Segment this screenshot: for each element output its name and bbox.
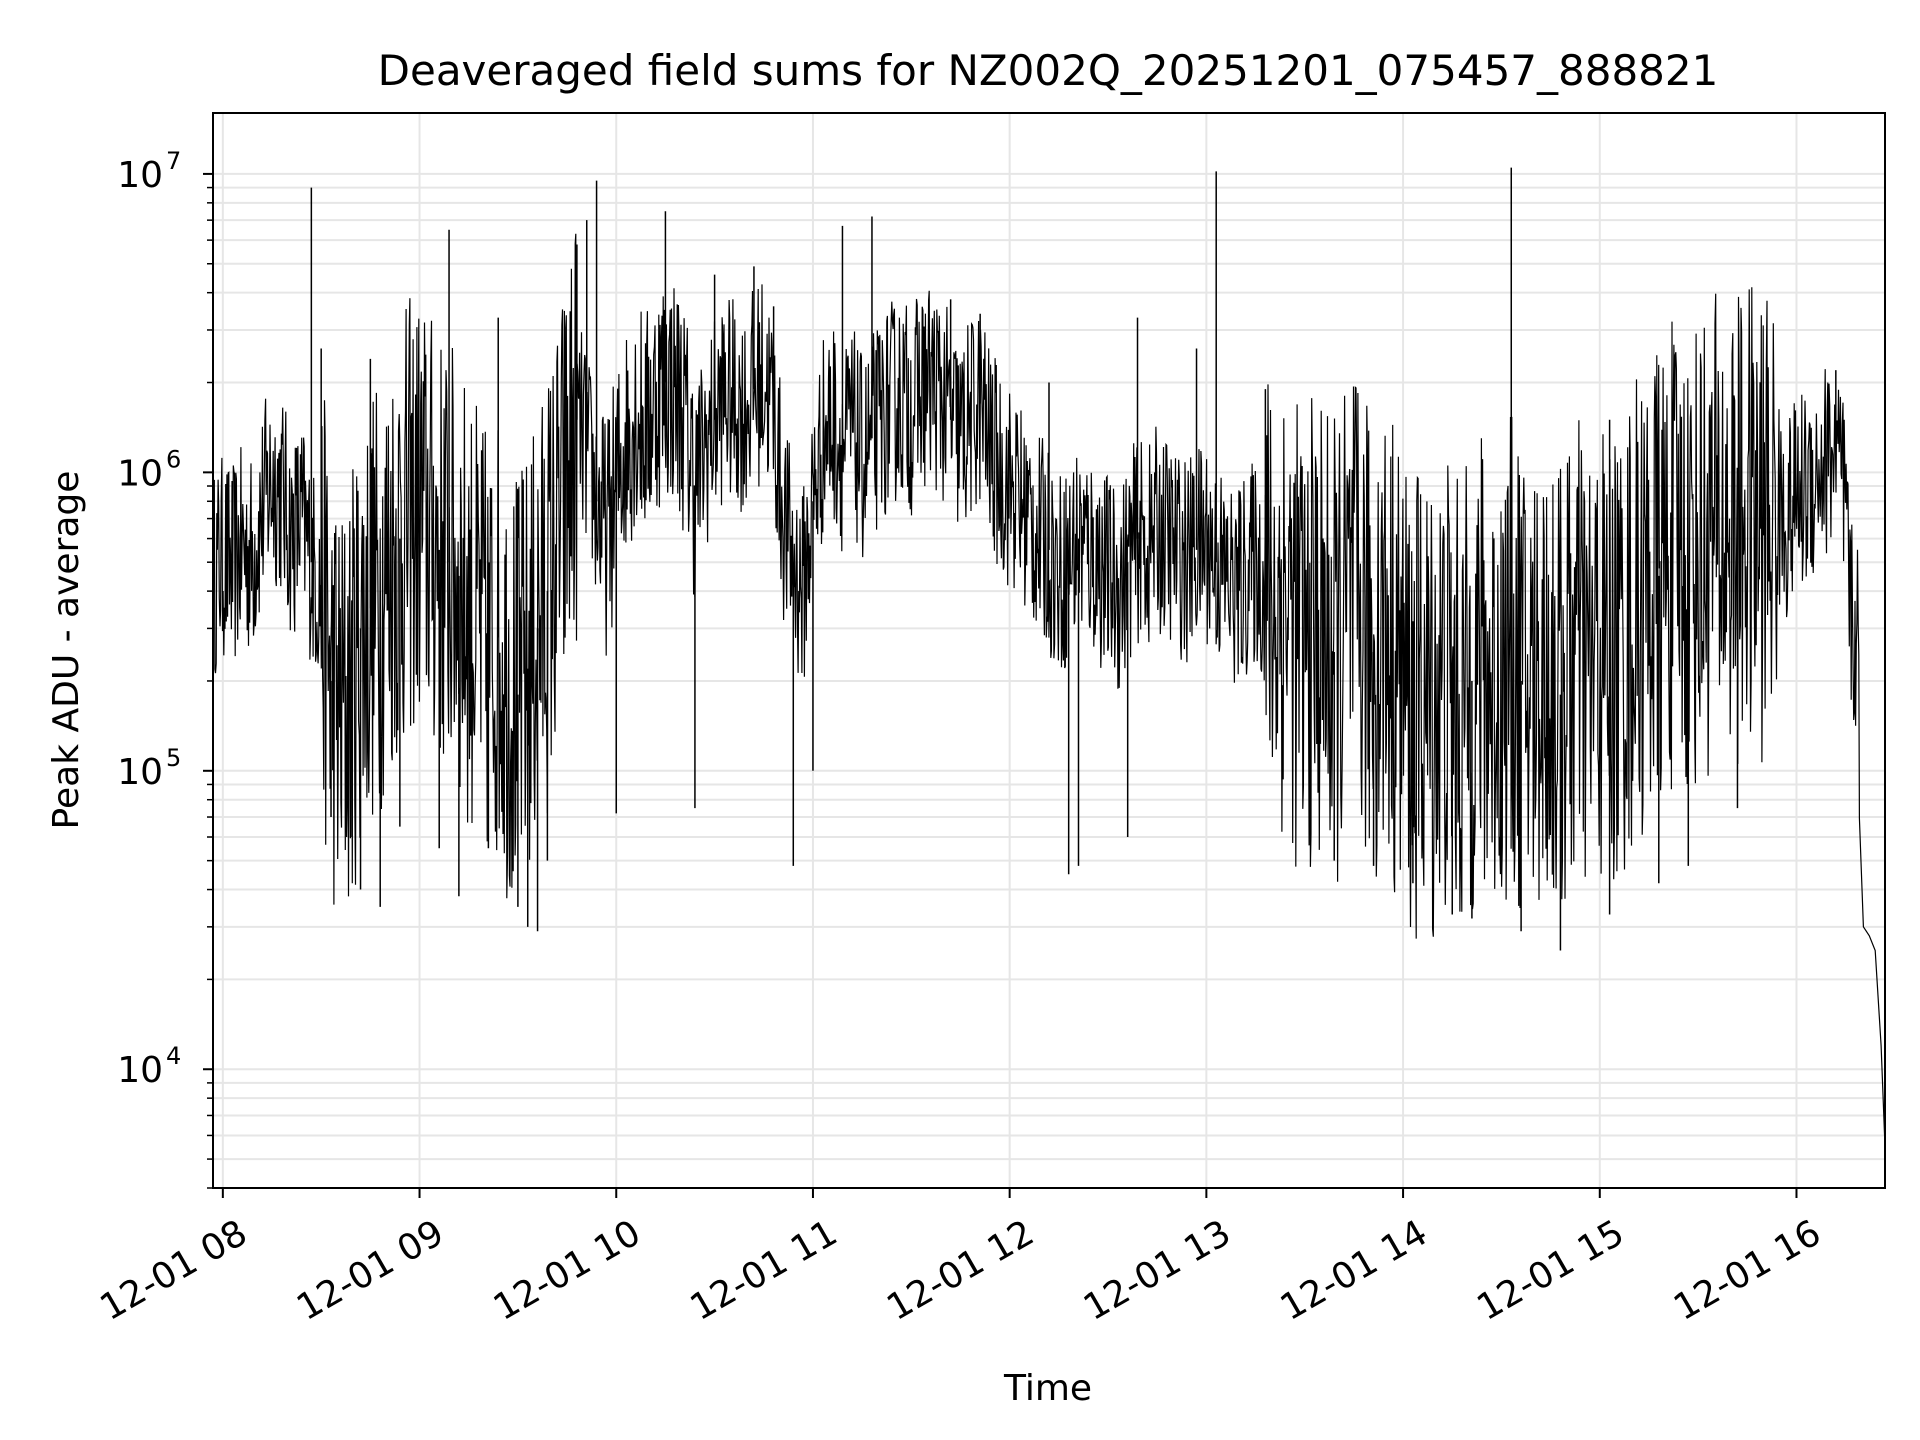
plot-frame: [212, 112, 1886, 1189]
y-tick-label: 10: [117, 453, 163, 494]
y-tick-exponent: 5: [166, 744, 181, 772]
y-tick-exponent: 4: [166, 1042, 181, 1070]
chart-title: Deaveraged field sums for NZ002Q_2025120…: [378, 46, 1719, 95]
y-tick-label: 10: [117, 1050, 163, 1091]
y-tick-label: 10: [117, 155, 163, 196]
x-axis-label: Time: [1003, 1368, 1092, 1409]
series-line: [212, 233, 1886, 1147]
y-tick-exponent: 6: [166, 445, 181, 473]
y-tick-exponent: 7: [166, 147, 181, 175]
y-axis-label: Peak ADU - average: [46, 471, 87, 830]
data-series: [212, 167, 1886, 1147]
y-tick-label: 10: [117, 752, 163, 793]
